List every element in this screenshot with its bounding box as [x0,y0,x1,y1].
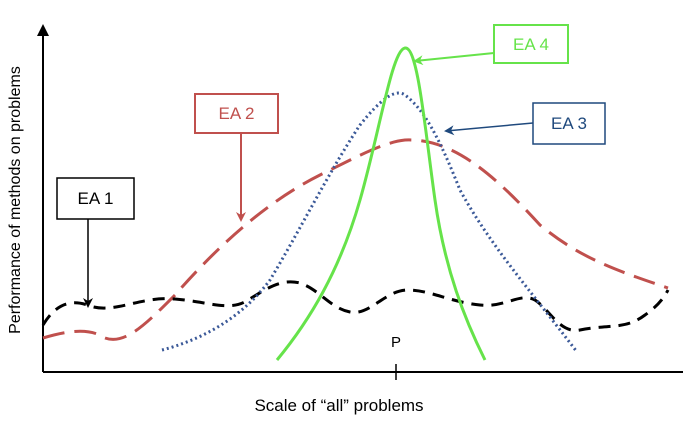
ea4-arrow [413,52,495,66]
ea4-curve [275,46,487,361]
ea3-callout: EA 3 [532,102,606,145]
ea1-callout-label: EA 1 [78,189,114,208]
ea3-arrow [444,122,534,136]
ea4-callout: EA 4 [493,24,569,64]
ea4-callout-label: EA 4 [513,35,549,54]
ea1-curve [41,280,670,332]
x-axis-label: Scale of “all” problems [254,396,423,415]
ea2-callout: EA 2 [194,93,279,134]
ea2-callout-label: EA 2 [219,104,255,123]
y-axis-label: Performance of methods on problems [7,66,24,334]
ea1-callout: EA 1 [56,177,135,220]
x-tick-label-p: P [391,334,401,351]
ea2-curve [42,138,669,341]
ea3-callout-label: EA 3 [551,114,587,133]
